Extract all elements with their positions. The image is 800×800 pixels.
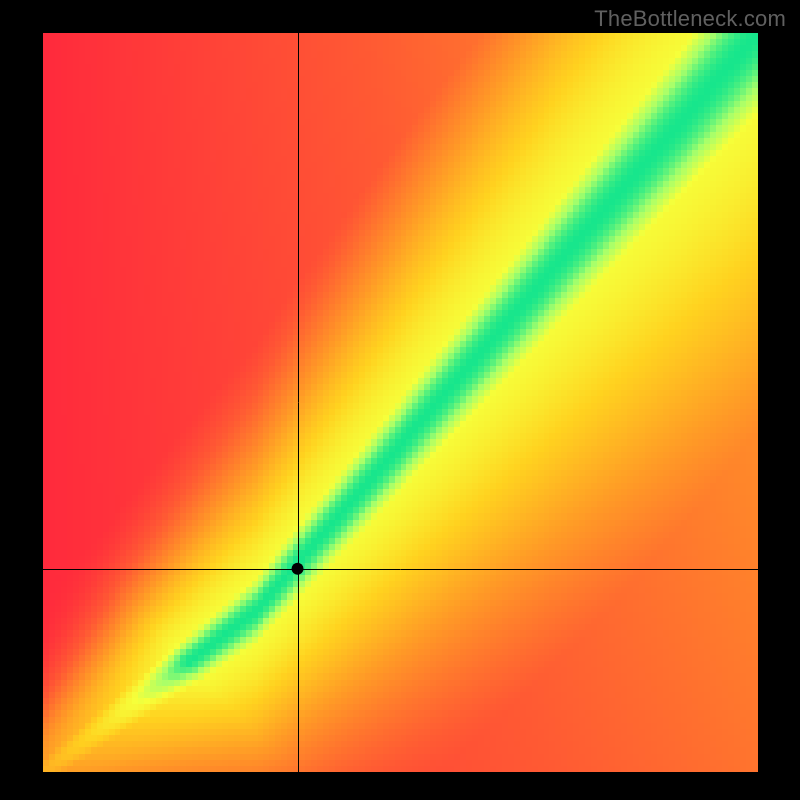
bottleneck-heatmap xyxy=(43,33,758,772)
chart-container: TheBottleneck.com xyxy=(0,0,800,800)
watermark-text: TheBottleneck.com xyxy=(594,6,786,32)
